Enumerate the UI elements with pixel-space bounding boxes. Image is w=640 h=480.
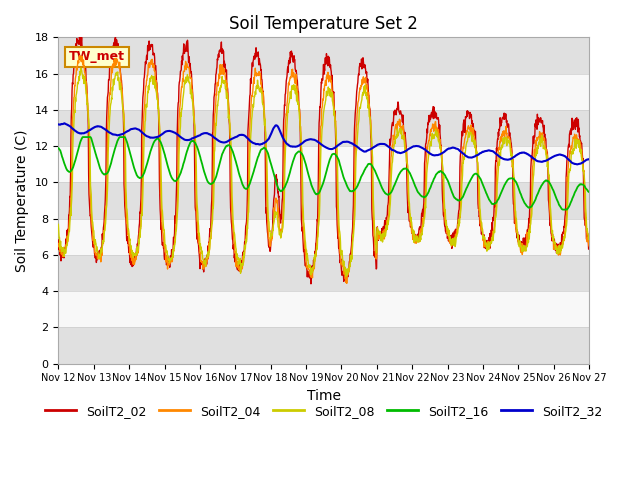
SoilT2_08 — [406, 218, 414, 224]
SoilT2_32 — [160, 130, 168, 136]
SoilT2_16 — [232, 160, 240, 166]
SoilT2_02 — [406, 224, 414, 230]
SoilT2_08 — [77, 65, 84, 71]
SoilT2_08 — [160, 227, 168, 233]
SoilT2_02 — [76, 35, 83, 40]
SoilT2_02 — [160, 246, 168, 252]
SoilT2_16 — [54, 145, 62, 151]
SoilT2_04 — [76, 53, 84, 59]
SoilT2_02 — [307, 281, 315, 287]
SoilT2_08 — [342, 274, 349, 279]
SoilT2_32 — [522, 150, 530, 156]
SoilT2_02 — [585, 245, 593, 251]
Legend: SoilT2_02, SoilT2_04, SoilT2_08, SoilT2_16, SoilT2_32: SoilT2_02, SoilT2_04, SoilT2_08, SoilT2_… — [40, 400, 608, 423]
SoilT2_16 — [160, 149, 168, 155]
SoilT2_32 — [573, 161, 581, 167]
SoilT2_16 — [79, 134, 86, 140]
Text: TW_met: TW_met — [69, 50, 125, 63]
SoilT2_16 — [522, 203, 530, 208]
Bar — [58, 110, 589, 146]
SoilT2_08 — [585, 235, 593, 240]
SoilT2_04 — [476, 211, 484, 217]
Bar — [58, 37, 589, 73]
SoilT2_04 — [523, 240, 531, 245]
Line: SoilT2_04: SoilT2_04 — [58, 56, 589, 283]
SoilT2_16 — [585, 189, 593, 195]
X-axis label: Time: Time — [307, 389, 340, 403]
SoilT2_04 — [173, 210, 180, 216]
Y-axis label: Soil Temperature (C): Soil Temperature (C) — [15, 129, 29, 272]
SoilT2_16 — [173, 177, 180, 183]
Bar — [58, 255, 589, 291]
Line: SoilT2_08: SoilT2_08 — [58, 68, 589, 276]
SoilT2_04 — [343, 280, 351, 286]
SoilT2_02 — [173, 176, 180, 182]
SoilT2_08 — [232, 246, 240, 252]
SoilT2_08 — [54, 221, 62, 227]
SoilT2_04 — [585, 243, 593, 249]
SoilT2_04 — [54, 244, 62, 250]
SoilT2_04 — [232, 264, 240, 269]
Line: SoilT2_02: SoilT2_02 — [58, 37, 589, 284]
SoilT2_32 — [173, 131, 180, 137]
SoilT2_08 — [173, 220, 180, 226]
SoilT2_16 — [476, 175, 483, 180]
SoilT2_32 — [232, 134, 240, 140]
SoilT2_16 — [406, 171, 414, 177]
SoilT2_02 — [54, 237, 62, 243]
SoilT2_02 — [523, 239, 531, 245]
Line: SoilT2_16: SoilT2_16 — [58, 137, 589, 210]
SoilT2_32 — [54, 121, 62, 127]
SoilT2_32 — [60, 120, 68, 126]
SoilT2_08 — [523, 243, 531, 249]
Bar — [58, 327, 589, 364]
SoilT2_02 — [476, 223, 484, 228]
SoilT2_04 — [160, 239, 168, 244]
SoilT2_02 — [232, 262, 240, 267]
SoilT2_32 — [406, 145, 414, 151]
Bar — [58, 182, 589, 219]
SoilT2_08 — [476, 205, 484, 211]
SoilT2_04 — [406, 223, 414, 228]
SoilT2_32 — [585, 156, 593, 162]
SoilT2_32 — [476, 151, 483, 156]
Title: Soil Temperature Set 2: Soil Temperature Set 2 — [229, 15, 418, 33]
Line: SoilT2_32: SoilT2_32 — [58, 123, 589, 164]
SoilT2_16 — [559, 207, 566, 213]
